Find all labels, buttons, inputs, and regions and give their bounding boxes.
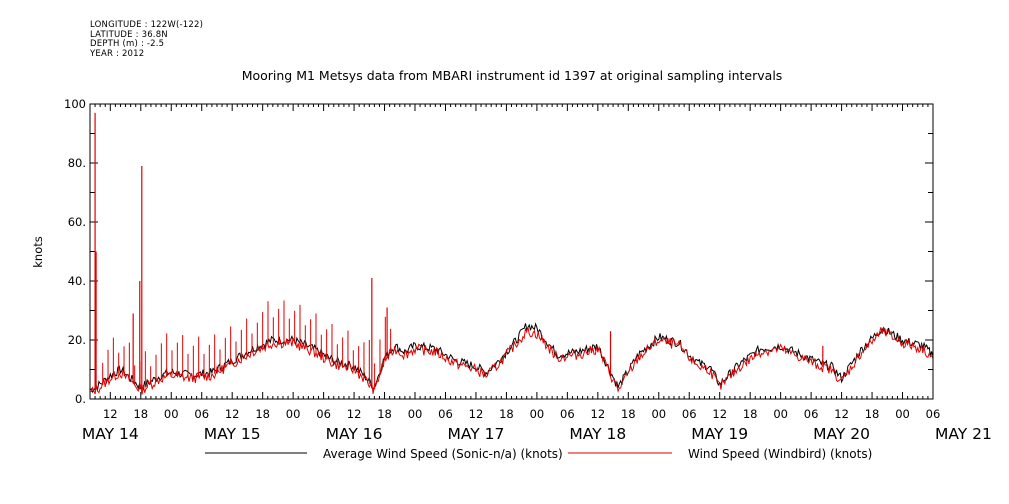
x-tick-label: 12 <box>225 407 240 421</box>
longitude-label: LONGITUDE : 122W(-122) <box>90 20 204 30</box>
x-tick-label: 18 <box>865 407 880 421</box>
x-tick-label: 12 <box>834 407 849 421</box>
x-tick-label: 12 <box>469 407 484 421</box>
x-tick-label: 12 <box>103 407 118 421</box>
x-tick-label: 12 <box>712 407 727 421</box>
x-tick-label: 12 <box>591 407 606 421</box>
x-tick-label: 06 <box>926 407 941 421</box>
x-tick-label: 06 <box>316 407 331 421</box>
x-date-label: MAY 21 <box>935 425 992 443</box>
y-tick-label: 80. <box>68 156 86 170</box>
y-tick-label: 100 <box>64 97 86 111</box>
x-axis: 12 18 00 06 12 18 00 06 12 18 00 06 12 18 00 06 12 18 00 06… <box>82 104 992 443</box>
y-tick-label: 0. <box>75 392 86 406</box>
legend-label-windbird: Wind Speed (Windbird) (knots) <box>688 447 872 461</box>
x-tick-label: 00 <box>530 407 545 421</box>
y-axis-label: knots <box>31 236 45 268</box>
y-tick-label: 20. <box>68 333 86 347</box>
x-date-label: MAY 15 <box>204 425 261 443</box>
x-tick-label: 18 <box>133 407 148 421</box>
x-tick-label: 06 <box>438 407 453 421</box>
legend: Average Wind Speed (Sonic-n/a) (knots) W… <box>205 447 872 461</box>
x-tick-label: 06 <box>194 407 209 421</box>
y-tick-label: 60. <box>68 215 86 229</box>
x-date-label: MAY 17 <box>447 425 504 443</box>
plot-frame <box>89 103 934 400</box>
x-tick-label: 00 <box>286 407 301 421</box>
x-tick-label: 00 <box>773 407 788 421</box>
x-tick-label: 00 <box>895 407 910 421</box>
chart-title: Mooring M1 Metsys data from MBARI instru… <box>242 68 783 83</box>
x-tick-label: 00 <box>651 407 666 421</box>
x-tick-label: 06 <box>560 407 575 421</box>
x-tick-label: 06 <box>804 407 819 421</box>
x-tick-label: 00 <box>164 407 179 421</box>
x-tick-label: 18 <box>499 407 514 421</box>
x-date-label: MAY 19 <box>691 425 748 443</box>
year-label: YEAR : 2012 <box>90 48 145 59</box>
x-tick-label: 00 <box>408 407 423 421</box>
legend-label-average: Average Wind Speed (Sonic-n/a) (knots) <box>323 447 563 461</box>
x-tick-label: 18 <box>621 407 636 421</box>
x-tick-label: 06 <box>682 407 697 421</box>
x-date-label: MAY 18 <box>569 425 626 443</box>
x-tick-label: 18 <box>255 407 270 421</box>
windbird-spikes <box>94 112 824 391</box>
series-line-windbird <box>89 326 933 395</box>
x-date-label: MAY 16 <box>326 425 383 443</box>
x-tick-label: 12 <box>347 407 362 421</box>
metadata-block: LONGITUDE : 122W(-122) LATITUDE : 36.8N … <box>90 20 204 59</box>
x-tick-label: 18 <box>743 407 758 421</box>
y-tick-label: 40. <box>68 274 86 288</box>
series-layer <box>89 112 934 395</box>
latitude-label: LATITUDE : 36.8N <box>90 29 168 40</box>
depth-label: DEPTH (m) : -2.5 <box>90 39 165 50</box>
y-axis: 0. 20. 40. 60. 80. 100 <box>64 97 933 406</box>
x-tick-label: 18 <box>377 407 392 421</box>
x-date-label: MAY 14 <box>82 425 139 443</box>
x-date-label: MAY 20 <box>813 425 870 443</box>
